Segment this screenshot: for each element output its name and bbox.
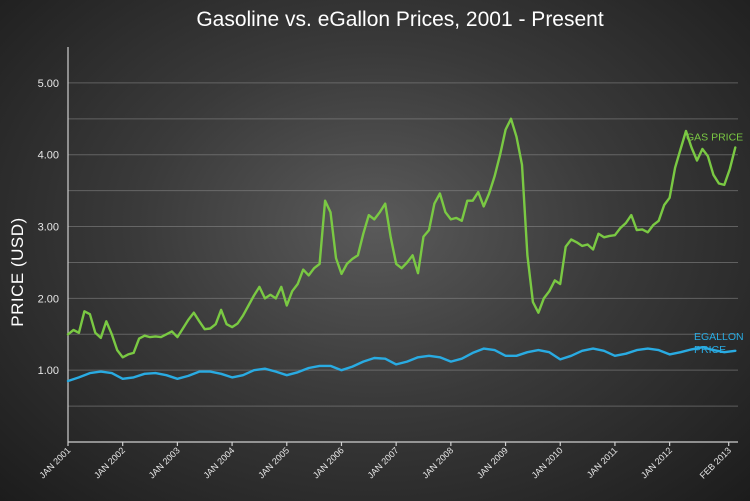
y-tick-label: 1.00 xyxy=(38,365,59,377)
gas-price-label: GAS PRICE xyxy=(686,131,743,143)
x-tick-label: JAN 2004 xyxy=(201,445,236,480)
x-tick-label: JAN 2011 xyxy=(585,445,620,480)
axes: 1.00 2.00 3.00 4.00 5.00 JAN 2001 JAN 2002 JAN … xyxy=(37,47,738,481)
y-tick-label: 5.00 xyxy=(38,78,59,90)
y-tick-label: 4.00 xyxy=(38,150,59,162)
egallon-price-line xyxy=(66,346,737,383)
y-tick-label: 2.00 xyxy=(38,293,59,305)
x-tick-label: JAN 2005 xyxy=(256,445,291,480)
chart-title: Gasoline vs. eGallon Prices, 2001 - Pres… xyxy=(196,8,604,31)
x-tick-label: JAN 2002 xyxy=(92,445,127,480)
x-tick-label: JAN 2001 xyxy=(37,445,72,480)
x-tick-label: JAN 2003 xyxy=(147,445,182,480)
x-tick-label: JAN 2006 xyxy=(311,445,346,480)
y-tick-label: 3.00 xyxy=(38,222,59,234)
x-tick-label: FEB 2013 xyxy=(698,445,733,480)
y-axis-label: PRICE (USD) xyxy=(8,217,27,326)
x-tick-label: JAN 2009 xyxy=(475,445,510,480)
gridlines xyxy=(68,82,738,407)
egallon-price-label: PRICE xyxy=(694,344,726,356)
egallon-price-label: EGALLON xyxy=(694,331,744,343)
series-layer xyxy=(66,117,737,383)
x-tick-label: JAN 2007 xyxy=(366,445,401,480)
x-tick-label: JAN 2012 xyxy=(639,445,674,480)
gas-price-line xyxy=(66,117,737,359)
x-tick-label: JAN 2008 xyxy=(420,445,455,480)
x-tick-label: JAN 2010 xyxy=(530,445,565,480)
